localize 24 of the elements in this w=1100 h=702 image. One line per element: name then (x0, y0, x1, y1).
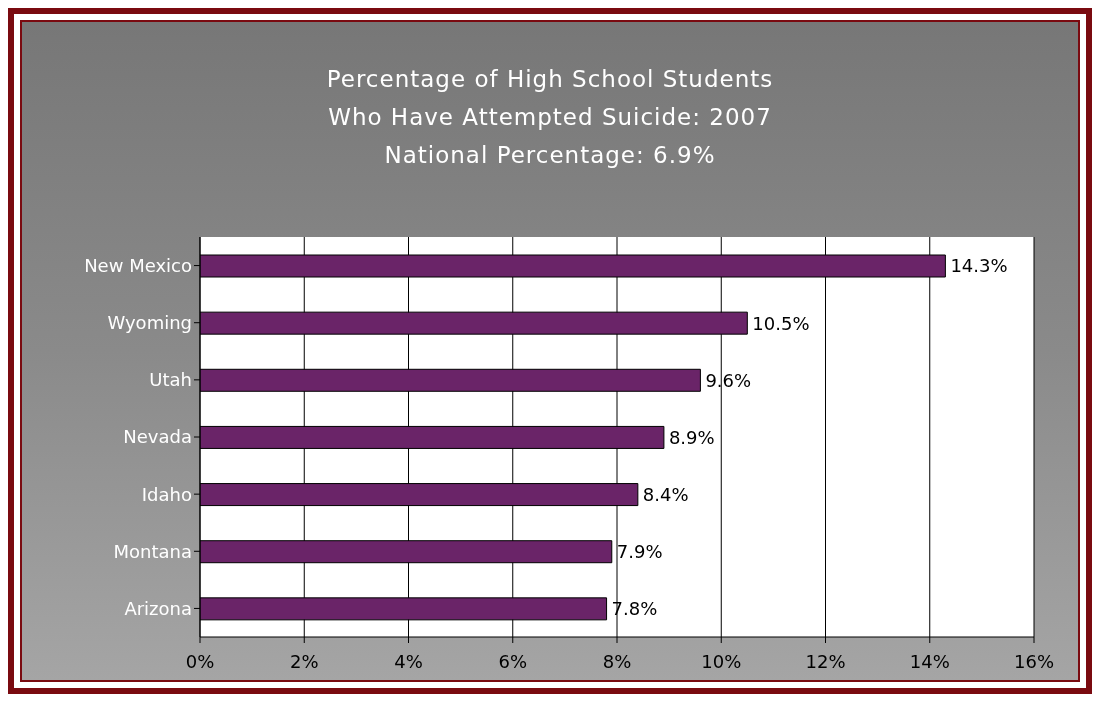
data-label: 10.5% (752, 312, 810, 334)
y-tick-label: Arizona (124, 597, 192, 619)
x-tick-label: 8% (602, 650, 632, 672)
data-label: 14.3% (950, 255, 1008, 277)
chart-title: Percentage of High School Students Who Have Attempted Suicide: 2007 (325, 65, 775, 132)
y-tick-label: Montana (113, 540, 192, 562)
x-tick-label: 0% (185, 650, 215, 672)
y-tick-label: Wyoming (107, 312, 192, 334)
x-tick-label: 4% (394, 650, 423, 672)
x-tick-label: 12% (805, 650, 846, 672)
x-tick-label: 14% (909, 650, 950, 672)
y-tick-label: New Mexico (84, 254, 192, 276)
y-tick-label: Nevada (123, 426, 192, 448)
y-tick-label: Utah (149, 369, 192, 391)
data-label: 8.4% (642, 483, 689, 505)
x-tick-label: 10% (701, 650, 742, 672)
x-tick-label: 6% (498, 650, 528, 672)
x-tick-label: 16% (1013, 650, 1055, 672)
x-tick-label: 2% (289, 650, 319, 672)
data-label: 7.8% (611, 598, 658, 620)
data-label: 7.9% (616, 541, 663, 563)
chart-subtitle: National Percentage: 6.9% (383, 141, 717, 170)
data-label: 8.9% (668, 426, 715, 448)
y-tick-label: Idaho (141, 483, 192, 505)
